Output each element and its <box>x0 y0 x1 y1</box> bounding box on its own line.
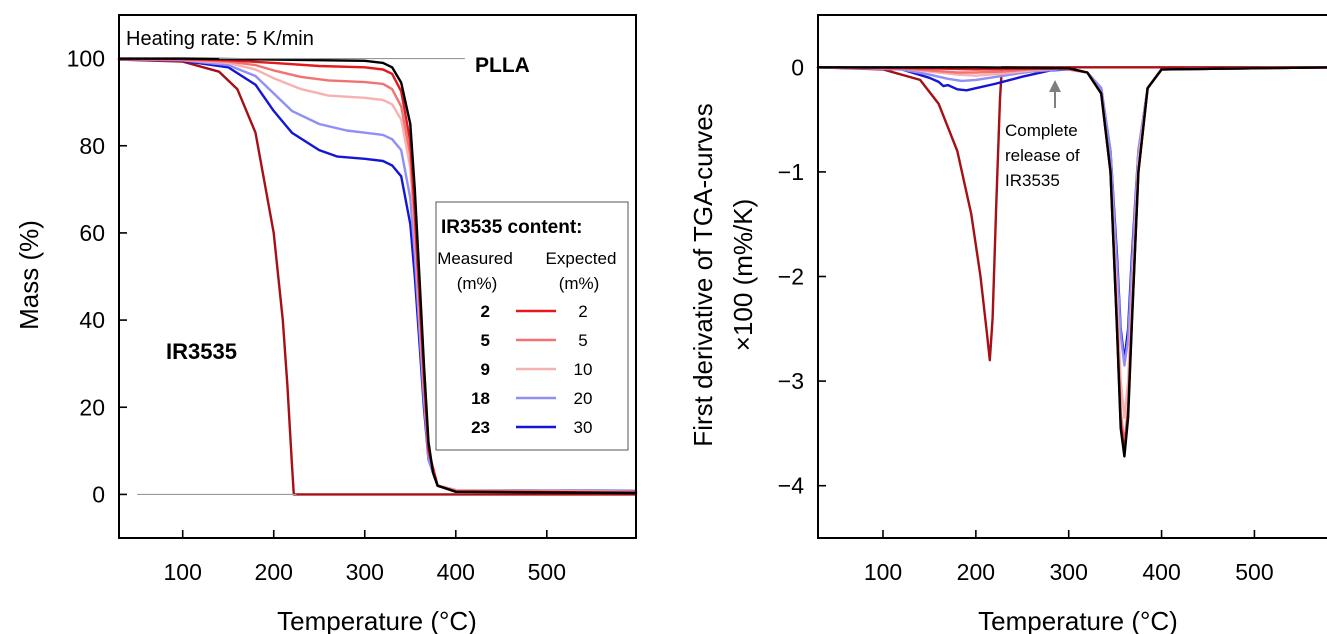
release-annotation-line1: Complete <box>1005 121 1078 140</box>
legend-expected-header: Expected <box>546 249 617 268</box>
derivative-panel: 100 200 300 400 500 0 −1 −2 −3 −4 Complete releas… <box>688 14 1327 634</box>
derivative-curve-9 <box>816 66 1327 419</box>
legend-measured-unit: (m%) <box>457 274 498 293</box>
mass-x-tick-label: 500 <box>528 559 566 585</box>
legend-measured-value: 23 <box>471 418 490 437</box>
mass-ticks: 100 200 300 400 500 0 20 40 60 80 100 <box>67 46 566 585</box>
legend-expected-unit: (m%) <box>559 274 600 293</box>
derivative-y-axis-label-unit: ×100 (m%/K) <box>728 199 758 351</box>
legend-expected-value: 20 <box>574 389 593 408</box>
legend-expected-value: 5 <box>578 331 587 350</box>
mass-panel: 100 200 300 400 500 0 20 40 60 80 100 Heating rate… <box>14 14 638 634</box>
mass-curves <box>117 57 638 496</box>
derivative-y-tick-label: −2 <box>778 264 804 290</box>
mass-y-tick-label: 40 <box>79 307 105 333</box>
mass-guide-lines <box>137 57 465 496</box>
derivative-y-tick-label: −1 <box>778 159 804 185</box>
legend-rows: 2 2 5 5 9 10 18 20 23 30 <box>471 302 592 437</box>
derivative-plot-frame <box>817 14 1327 539</box>
derivative-x-tick-label: 300 <box>1050 559 1088 585</box>
mass-curve-ir3535 <box>117 58 638 496</box>
derivative-curve-23 <box>816 66 1327 362</box>
release-arrow <box>1049 80 1061 108</box>
legend-measured-value: 5 <box>481 331 490 350</box>
derivative-ticks: 100 200 300 400 500 0 −1 −2 −3 −4 <box>778 54 1274 585</box>
release-annotation-line3: IR3535 <box>1005 171 1060 190</box>
mass-y-tick-label: 20 <box>79 394 105 420</box>
legend-box <box>435 201 629 451</box>
legend-title: IR3535 content: <box>441 217 582 238</box>
derivative-x-tick-label: 500 <box>1235 559 1273 585</box>
mass-y-tick-label: 80 <box>79 133 105 159</box>
legend-measured-value: 9 <box>481 360 490 379</box>
mass-x-tick-label: 200 <box>255 559 293 585</box>
legend: IR3535 content: Measured Expected (m%) (… <box>435 201 629 451</box>
derivative-curves <box>816 66 1327 458</box>
mass-x-axis-label: Temperature (°C) <box>277 606 477 634</box>
derivative-y-axis-label: First derivative of TGA-curves <box>688 103 718 446</box>
mass-y-tick-label: 0 <box>92 481 105 507</box>
mass-x-tick-label: 100 <box>164 559 202 585</box>
legend-measured-value: 2 <box>481 302 490 321</box>
derivative-curve-plla <box>816 66 1327 458</box>
plla-label: PLLA <box>475 54 530 77</box>
mass-curve-plla <box>117 57 638 495</box>
legend-expected-value: 10 <box>574 360 593 379</box>
mass-y-tick-label: 100 <box>67 46 105 72</box>
derivative-curve-ir3535 <box>816 66 1327 362</box>
mass-x-tick-label: 300 <box>346 559 384 585</box>
mass-y-tick-label: 60 <box>79 220 105 246</box>
derivative-y-tick-label: 0 <box>791 54 804 80</box>
mass-plot-frame <box>118 14 637 539</box>
release-annotation-line2: release of <box>1005 146 1080 165</box>
derivative-y-tick-label: −4 <box>778 473 804 499</box>
mass-y-axis-label: Mass (%) <box>14 220 44 330</box>
derivative-curve-18 <box>816 66 1327 367</box>
legend-expected-value: 30 <box>574 418 593 437</box>
derivative-x-axis-label: Temperature (°C) <box>978 606 1178 634</box>
legend-expected-value: 2 <box>578 302 587 321</box>
heating-rate-label: Heating rate: 5 K/min <box>126 28 314 50</box>
mass-x-tick-label: 400 <box>437 559 475 585</box>
derivative-y-tick-label: −3 <box>778 368 804 394</box>
derivative-x-tick-label: 100 <box>864 559 902 585</box>
derivative-x-tick-label: 400 <box>1142 559 1180 585</box>
ir3535-label: IR3535 <box>166 339 237 364</box>
legend-measured-value: 18 <box>471 389 490 408</box>
derivative-x-tick-label: 200 <box>957 559 995 585</box>
legend-measured-header: Measured <box>437 249 513 268</box>
